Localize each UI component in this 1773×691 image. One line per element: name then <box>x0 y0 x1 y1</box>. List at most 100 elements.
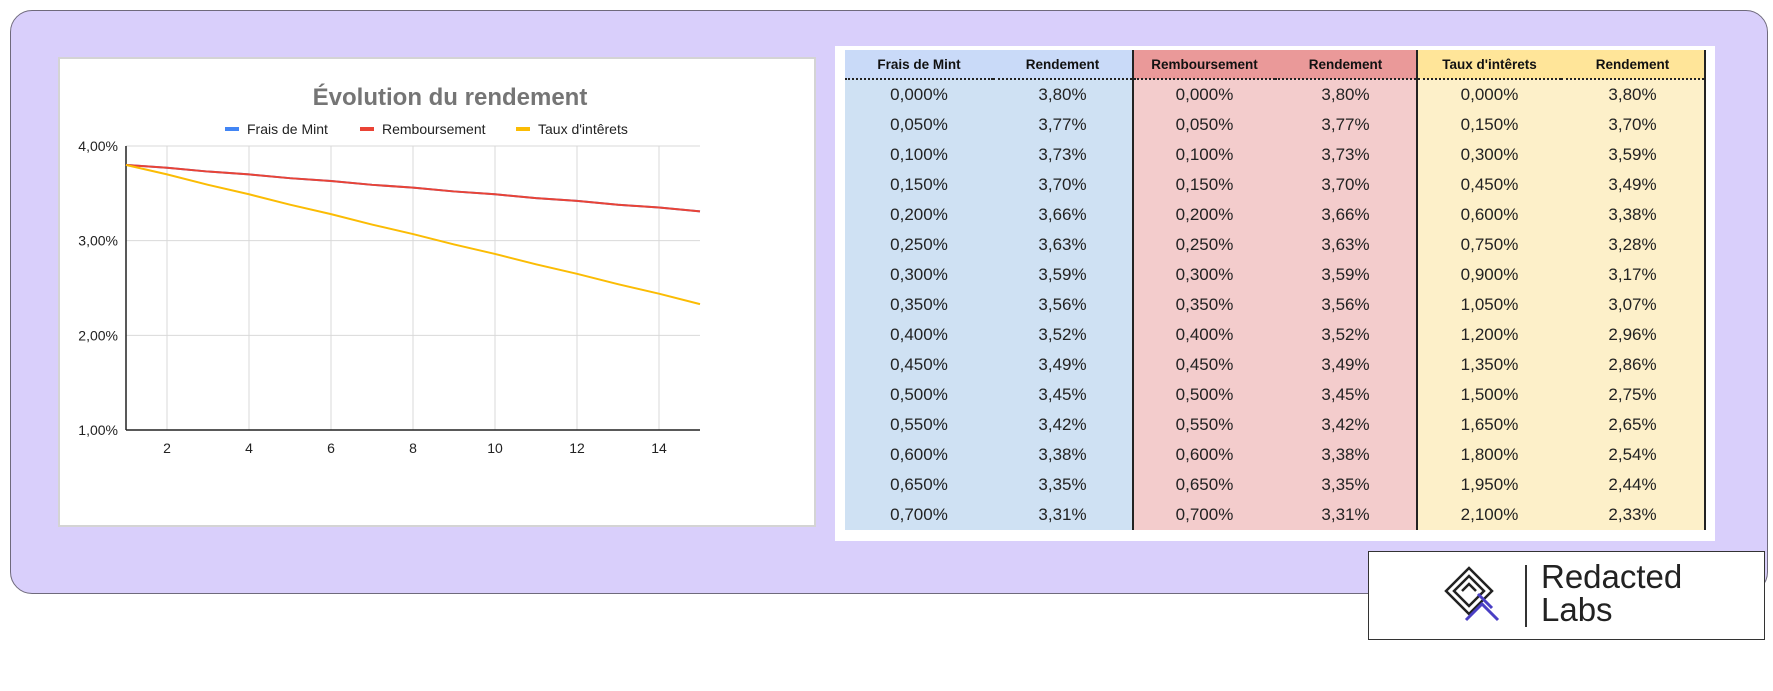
table-cell: 0,150% <box>845 170 993 200</box>
table-cell: 0,550% <box>845 410 993 440</box>
x-tick-label: 6 <box>327 440 335 456</box>
x-tick-label: 2 <box>163 440 171 456</box>
legend-label-2: Remboursement <box>382 121 486 137</box>
table-cell: 1,200% <box>1416 320 1561 350</box>
table-cell: 0,300% <box>1132 260 1275 290</box>
logo-box: Redacted Labs <box>1368 551 1765 640</box>
table-row: 0,000% 3,80% 0,000% 3,80% 0,000% 3,80% <box>845 79 1706 110</box>
header-taux-d-interets: Taux d'intêrets <box>1416 50 1561 80</box>
table-cell: 0,550% <box>1132 410 1275 440</box>
table-cell: 1,950% <box>1416 470 1561 500</box>
data-table: Frais de Mint Rendement Remboursement Re… <box>845 50 1706 530</box>
table-cell: 3,66% <box>1275 200 1417 230</box>
table-cell: 3,70% <box>1275 170 1417 200</box>
table-cell: 3,28% <box>1561 230 1706 260</box>
table-cell: 3,63% <box>993 230 1133 260</box>
series-line-3 <box>125 163 701 306</box>
table-cell: 0,900% <box>1416 260 1561 290</box>
data-table-wrap: Frais de Mint Rendement Remboursement Re… <box>845 50 1706 530</box>
table-row: 0,200% 3,66% 0,200% 3,66% 0,600% 3,38% <box>845 200 1706 230</box>
data-table-card: Frais de Mint Rendement Remboursement Re… <box>835 46 1715 541</box>
table-cell: 0,050% <box>845 110 993 140</box>
table-cell: 0,700% <box>845 500 993 530</box>
table-cell: 0,250% <box>845 230 993 260</box>
table-cell: 3,73% <box>1275 140 1417 170</box>
table-cell: 0,100% <box>1132 140 1275 170</box>
table-cell: 3,80% <box>1561 79 1706 110</box>
table-cell: 3,42% <box>1275 410 1417 440</box>
table-cell: 0,450% <box>1416 170 1561 200</box>
table-cell: 2,65% <box>1561 410 1706 440</box>
table-cell: 3,59% <box>993 260 1133 290</box>
table-cell: 3,73% <box>993 140 1133 170</box>
header-frais-de-mint: Frais de Mint <box>845 50 993 80</box>
table-cell: 0,100% <box>845 140 993 170</box>
diamond-logo-icon <box>1444 566 1500 622</box>
table-row: 0,150% 3,70% 0,150% 3,70% 0,450% 3,49% <box>845 170 1706 200</box>
table-cell: 3,80% <box>993 79 1133 110</box>
x-tick-label: 8 <box>409 440 417 456</box>
chart-ticks: 4,00% 3,00% 2,00% 1,00% 2 4 6 8 10 12 14 <box>78 138 667 456</box>
table-cell: 3,70% <box>993 170 1133 200</box>
table-cell: 0,650% <box>845 470 993 500</box>
legend-label-1: Frais de Mint <box>247 121 328 137</box>
table-cell: 0,450% <box>1132 350 1275 380</box>
table-cell: 1,050% <box>1416 290 1561 320</box>
table-cell: 3,35% <box>993 470 1133 500</box>
table-cell: 0,000% <box>1416 79 1561 110</box>
table-row: 0,300% 3,59% 0,300% 3,59% 0,900% 3,17% <box>845 260 1706 290</box>
table-cell: 0,450% <box>845 350 993 380</box>
table-cell: 0,600% <box>845 440 993 470</box>
header-rendement-3: Rendement <box>1561 50 1706 80</box>
chart-grid <box>126 145 700 430</box>
table-cell: 3,07% <box>1561 290 1706 320</box>
table-cell: 0,500% <box>845 380 993 410</box>
table-cell: 3,35% <box>1275 470 1417 500</box>
table-cell: 1,350% <box>1416 350 1561 380</box>
table-row: 0,550% 3,42% 0,550% 3,42% 1,650% 2,65% <box>845 410 1706 440</box>
table-cell: 0,350% <box>1132 290 1275 320</box>
table-row: 0,450% 3,49% 0,450% 3,49% 1,350% 2,86% <box>845 350 1706 380</box>
table-cell: 0,400% <box>845 320 993 350</box>
table-cell: 3,63% <box>1275 230 1417 260</box>
logo-separator <box>1525 565 1527 627</box>
chart-svg: Évolution du rendement Frais de Mint Remb… <box>78 83 701 456</box>
y-tick-label: 2,00% <box>78 327 118 343</box>
table-body: 0,000% 3,80% 0,000% 3,80% 0,000% 3,80% 0,050% 3… <box>845 79 1706 530</box>
chart-axes <box>125 146 700 431</box>
y-tick-label: 1,00% <box>78 422 118 438</box>
table-cell: 0,200% <box>845 200 993 230</box>
header-rendement-1: Rendement <box>993 50 1133 80</box>
y-tick-label: 3,00% <box>78 233 118 249</box>
table-cell: 1,650% <box>1416 410 1561 440</box>
table-row: 0,400% 3,52% 0,400% 3,52% 1,200% 2,96% <box>845 320 1706 350</box>
table-cell: 0,050% <box>1132 110 1275 140</box>
table-cell: 0,150% <box>1416 110 1561 140</box>
table-cell: 0,350% <box>845 290 993 320</box>
line-chart: Évolution du rendement Frais de Mint Remb… <box>58 57 816 527</box>
table-cell: 3,49% <box>1275 350 1417 380</box>
logo-line-1: Redacted <box>1541 558 1683 595</box>
table-cell: 1,800% <box>1416 440 1561 470</box>
table-cell: 2,96% <box>1561 320 1706 350</box>
x-tick-label: 12 <box>569 440 585 456</box>
table-cell: 0,650% <box>1132 470 1275 500</box>
table-cell: 0,700% <box>1132 500 1275 530</box>
table-cell: 2,75% <box>1561 380 1706 410</box>
chart-lines <box>125 163 701 306</box>
table-cell: 3,45% <box>1275 380 1417 410</box>
table-cell: 3,56% <box>1275 290 1417 320</box>
table-cell: 3,56% <box>993 290 1133 320</box>
table-cell: 0,300% <box>845 260 993 290</box>
table-row: 0,100% 3,73% 0,100% 3,73% 0,300% 3,59% <box>845 140 1706 170</box>
header-remboursement: Remboursement <box>1132 50 1275 80</box>
table-cell: 3,52% <box>993 320 1133 350</box>
x-tick-label: 14 <box>651 440 667 456</box>
series-line-2 <box>125 163 701 213</box>
table-cell: 3,59% <box>1275 260 1417 290</box>
x-tick-label: 4 <box>245 440 253 456</box>
table-cell: 3,66% <box>993 200 1133 230</box>
table-cell: 0,150% <box>1132 170 1275 200</box>
y-tick-label: 4,00% <box>78 138 118 154</box>
table-cell: 3,45% <box>993 380 1133 410</box>
